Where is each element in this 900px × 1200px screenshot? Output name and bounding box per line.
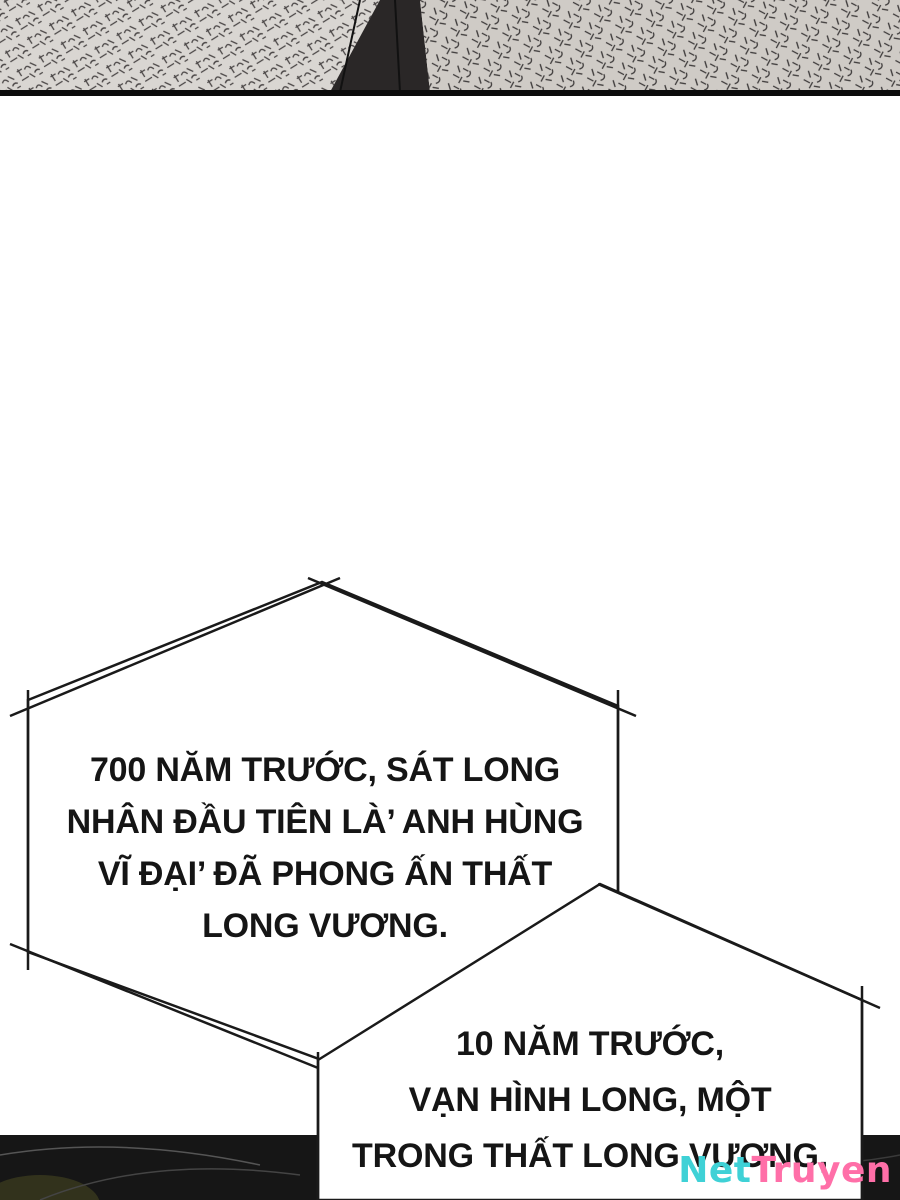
caption-top-line-2: NHÂN ĐẦU TIÊN LÀ’ ANH HÙNG (66, 803, 584, 841)
watermark-part-a: Net (678, 1150, 752, 1191)
rune-scroll-illustration (0, 0, 900, 96)
caption-bottom-line-1: 10 NĂM TRƯỚC, (455, 1025, 725, 1063)
rune-scroll-panel (0, 0, 900, 96)
caption-top-line-3: VĨ ĐẠI’ ĐÃ PHONG ẤN THẤT (97, 855, 553, 893)
caption-top-line-1: 700 NĂM TRƯỚC, SÁT LONG (89, 751, 561, 789)
watermark-part-b: Truyen (751, 1150, 892, 1191)
site-watermark: NetTruyen (678, 1150, 892, 1191)
caption-top-line-4: LONG VƯƠNG. (202, 907, 448, 945)
caption-bottom-line-2: VẠN HÌNH LONG, MỘT (408, 1081, 772, 1119)
caption-bottom: 10 NĂM TRƯỚC, VẠN HÌNH LONG, MỘT TRONG T… (330, 1016, 850, 1184)
caption-top: 700 NĂM TRƯỚC, SÁT LONG NHÂN ĐẦU TIÊN LÀ… (40, 744, 610, 952)
caption-bottom-line-3: TRONG THẤT LONG VƯƠNG, (352, 1137, 828, 1175)
